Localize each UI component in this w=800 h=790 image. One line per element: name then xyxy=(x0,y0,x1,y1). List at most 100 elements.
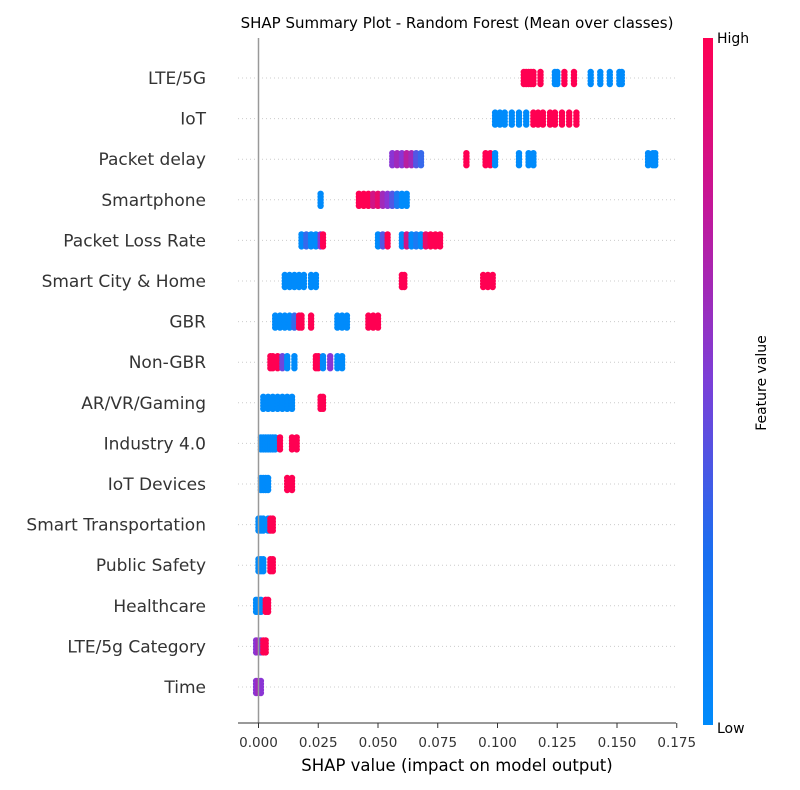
shap-point xyxy=(264,486,272,494)
shap-point xyxy=(264,608,272,615)
shap-point xyxy=(334,324,341,331)
shap-point xyxy=(554,80,561,88)
feature-points-iot-devices xyxy=(257,474,296,494)
feature-label-healthcare: Healthcare xyxy=(113,597,206,617)
shap-point xyxy=(489,283,496,291)
shap-point xyxy=(260,405,267,412)
shap-point xyxy=(284,365,291,372)
shap-point xyxy=(403,243,410,250)
shap-point xyxy=(515,162,523,169)
feature-label-smart-transportation: Smart Transportation xyxy=(26,516,206,536)
shap-point xyxy=(537,80,544,88)
shap-point xyxy=(286,283,293,291)
feature-points-iot xyxy=(491,109,580,128)
feature-label-iot-devices: IoT Devices xyxy=(108,475,206,495)
shap-point xyxy=(530,121,537,128)
shap-point xyxy=(408,243,415,250)
shap-point xyxy=(482,162,489,169)
x-tick-label: 0.025 xyxy=(299,735,338,751)
shap-point xyxy=(417,162,425,169)
shap-point xyxy=(539,121,547,128)
colorbar-high-label: High xyxy=(717,31,749,47)
shap-point xyxy=(417,243,425,250)
shap-point xyxy=(487,162,494,169)
feature-label-smartphone: Smartphone xyxy=(101,191,206,211)
feature-label-public-safety: Public Safety xyxy=(96,556,206,576)
shap-point xyxy=(262,649,269,656)
shap-point xyxy=(370,324,377,331)
shap-point xyxy=(338,365,346,372)
colorbar-title: Feature value xyxy=(754,335,770,431)
shap-point xyxy=(374,243,382,250)
shap-point xyxy=(374,202,382,209)
shap-point xyxy=(295,283,303,291)
shap-point xyxy=(264,405,272,412)
shap-point xyxy=(422,243,429,250)
shap-point xyxy=(558,121,566,128)
shap-point xyxy=(284,486,291,494)
x-tick-label: 0.000 xyxy=(239,735,278,751)
shap-point xyxy=(525,162,532,169)
shap-point xyxy=(374,324,382,331)
shap-point xyxy=(317,202,324,209)
shap-point xyxy=(501,121,508,128)
shap-point xyxy=(334,365,341,372)
shap-point xyxy=(281,283,288,291)
shap-point xyxy=(319,243,327,250)
shap-point xyxy=(276,324,284,331)
shap-point xyxy=(491,162,499,169)
feature-label-packet-loss-rate: Packet Loss Rate xyxy=(63,231,206,251)
shap-point xyxy=(413,162,420,169)
shap-point xyxy=(618,80,625,88)
shap-point xyxy=(398,202,406,209)
feature-label-ar-vr-gaming: AR/VR/Gaming xyxy=(81,394,206,414)
shap-point xyxy=(484,283,492,291)
points-layer xyxy=(252,68,659,697)
feature-label-non-gbr: Non-GBR xyxy=(129,353,206,373)
feature-label-lte-5g: LTE/5G xyxy=(148,69,206,89)
shap-point xyxy=(427,243,434,250)
feature-label-iot: IoT xyxy=(180,110,206,130)
feature-points-smart-city-home xyxy=(281,271,496,291)
shap-point xyxy=(272,324,279,331)
shap-point xyxy=(370,202,377,209)
shap-point xyxy=(515,121,523,128)
shap-point xyxy=(379,202,386,209)
shap-point xyxy=(269,527,276,534)
shap-point xyxy=(281,324,288,331)
shap-point xyxy=(291,365,298,372)
feature-label-time: Time xyxy=(163,678,206,698)
grid-lines xyxy=(238,77,676,688)
colorbar-low-label: Low xyxy=(717,721,745,737)
shap-point xyxy=(365,202,372,209)
x-tick-label: 0.050 xyxy=(359,735,398,751)
x-tick-label: 0.100 xyxy=(478,735,517,751)
shap-point xyxy=(597,80,604,88)
shap-point xyxy=(432,243,439,250)
feature-label-packet-delay: Packet delay xyxy=(99,150,206,170)
shap-point xyxy=(315,365,322,372)
feature-label-lte-5g-category: LTE/5g Category xyxy=(67,637,206,657)
shap-point xyxy=(401,283,408,291)
shap-point xyxy=(389,202,396,209)
shap-point xyxy=(284,405,291,412)
x-tick-label: 0.150 xyxy=(598,735,637,751)
shap-point xyxy=(530,162,537,169)
shap-point xyxy=(327,365,334,372)
shap-point xyxy=(570,80,578,88)
shap-point xyxy=(403,162,410,169)
shap-point xyxy=(293,446,300,453)
shap-point xyxy=(291,324,298,331)
shap-point xyxy=(269,568,276,575)
feature-points-healthcare xyxy=(252,596,272,615)
shap-point xyxy=(365,324,372,331)
shap-point xyxy=(338,324,346,331)
shap-point xyxy=(546,121,554,128)
shap-point xyxy=(644,162,652,169)
shap-point xyxy=(393,162,401,169)
shap-point xyxy=(379,243,386,250)
shap-point xyxy=(288,405,296,412)
shap-point xyxy=(436,243,444,250)
shap-point xyxy=(606,80,613,88)
